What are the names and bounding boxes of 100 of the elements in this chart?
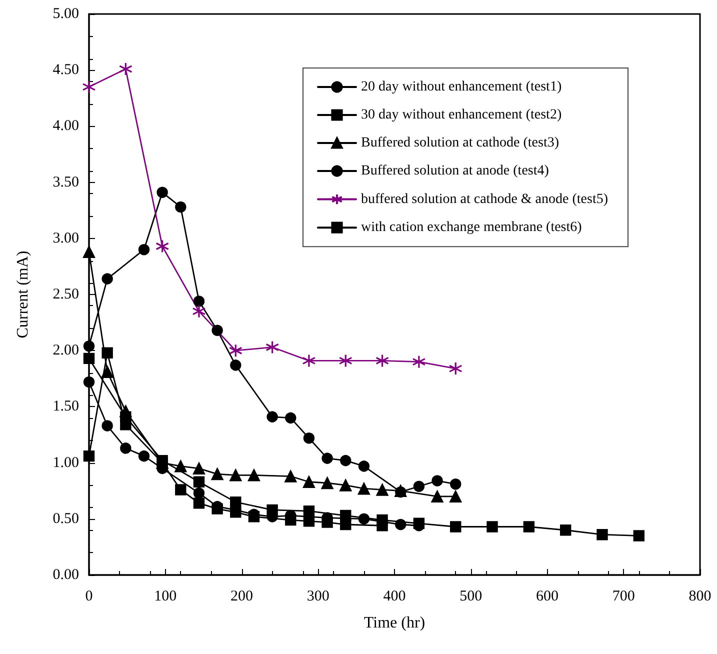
x-tick-label: 0: [85, 588, 93, 604]
point: [431, 490, 444, 503]
point: [338, 354, 352, 368]
point: [138, 244, 150, 256]
x-tick-label: 600: [536, 588, 558, 604]
x-tick-label: 300: [306, 588, 330, 604]
point: [358, 482, 370, 495]
point: [285, 514, 296, 526]
point: [322, 516, 333, 528]
x-tick-label: 400: [383, 588, 406, 604]
x-tick-label: 100: [154, 588, 177, 604]
y-tick-label: 4.50: [52, 62, 79, 78]
legend-label: buffered solution at cathode & anode (test5): [361, 192, 608, 207]
point: [212, 324, 223, 336]
point: [486, 521, 498, 532]
point: [83, 352, 95, 364]
point: [101, 366, 114, 378]
legend-label: 30 day without enhancement (test2): [361, 108, 562, 122]
point: [340, 518, 352, 530]
y-tick-label: 3.50: [52, 174, 79, 190]
y-axis-title: Current (mA): [14, 250, 32, 338]
point: [266, 340, 280, 354]
point: [302, 354, 316, 368]
point: [193, 476, 205, 488]
point: [83, 450, 95, 462]
point: [395, 518, 406, 530]
x-tick-label: 500: [460, 588, 482, 604]
point: [82, 80, 96, 94]
point: [376, 484, 388, 496]
point: [102, 420, 113, 432]
point: [285, 412, 296, 424]
point: [156, 457, 168, 468]
point: [120, 419, 132, 430]
legend-label: 20 day without enhancement (test1): [361, 80, 562, 94]
point: [138, 450, 150, 462]
point: [303, 516, 315, 527]
y-tick-label: 2.50: [52, 286, 79, 302]
point: [193, 296, 205, 307]
point: [450, 490, 462, 503]
y-tick-label: 0.50: [52, 510, 79, 527]
point: [156, 186, 168, 198]
point: [120, 405, 132, 418]
point: [83, 340, 95, 352]
point: [175, 201, 186, 213]
point: [266, 504, 278, 516]
point: [303, 432, 315, 444]
point: [211, 468, 224, 480]
y-tick-label: 2.00: [52, 342, 79, 359]
point: [321, 476, 334, 490]
y-tick-label: 4.00: [52, 118, 79, 134]
point: [266, 411, 278, 422]
x-tick-label: 800: [688, 588, 712, 604]
point: [340, 479, 352, 492]
point: [322, 452, 333, 464]
point: [230, 360, 242, 371]
point: [376, 520, 388, 532]
point: [156, 239, 170, 254]
legend-label: with cation exchange membrane (test6): [361, 220, 582, 236]
point: [248, 511, 260, 522]
point: [450, 478, 462, 490]
point: [193, 498, 205, 509]
point: [118, 62, 132, 76]
point: [175, 484, 186, 496]
point: [358, 460, 370, 472]
x-tick-label: 700: [612, 588, 635, 604]
point: [102, 347, 113, 358]
point: [633, 530, 644, 542]
point: [228, 344, 242, 358]
point: [432, 475, 443, 486]
y-tick-label: 5.00: [52, 6, 79, 22]
point: [413, 480, 425, 492]
y-tick-label: 1.50: [52, 398, 79, 415]
point: [212, 503, 223, 514]
point: [302, 476, 316, 488]
point: [83, 376, 95, 388]
point: [523, 521, 535, 532]
point: [230, 469, 242, 482]
point: [174, 460, 187, 472]
y-tick-label: 0.00: [52, 567, 79, 583]
point: [412, 355, 426, 369]
point: [248, 469, 260, 482]
point: [596, 529, 608, 540]
point: [193, 487, 205, 499]
point: [82, 246, 96, 258]
point: [448, 362, 462, 376]
legend-label: Buffered solution at anode (test4): [361, 164, 550, 178]
point: [120, 442, 132, 454]
point: [340, 454, 352, 466]
point: [192, 304, 206, 318]
y-tick-label: 1.00: [52, 454, 79, 471]
point: [375, 354, 390, 368]
point: [413, 518, 425, 529]
x-tick-label: 200: [230, 588, 253, 604]
point: [230, 506, 242, 518]
point: [192, 462, 206, 475]
point: [102, 273, 113, 284]
point: [450, 521, 462, 532]
y-tick-label: 3.00: [52, 230, 79, 246]
legend-label: Buffered solution at cathode (test3): [361, 136, 560, 150]
point: [284, 470, 297, 482]
